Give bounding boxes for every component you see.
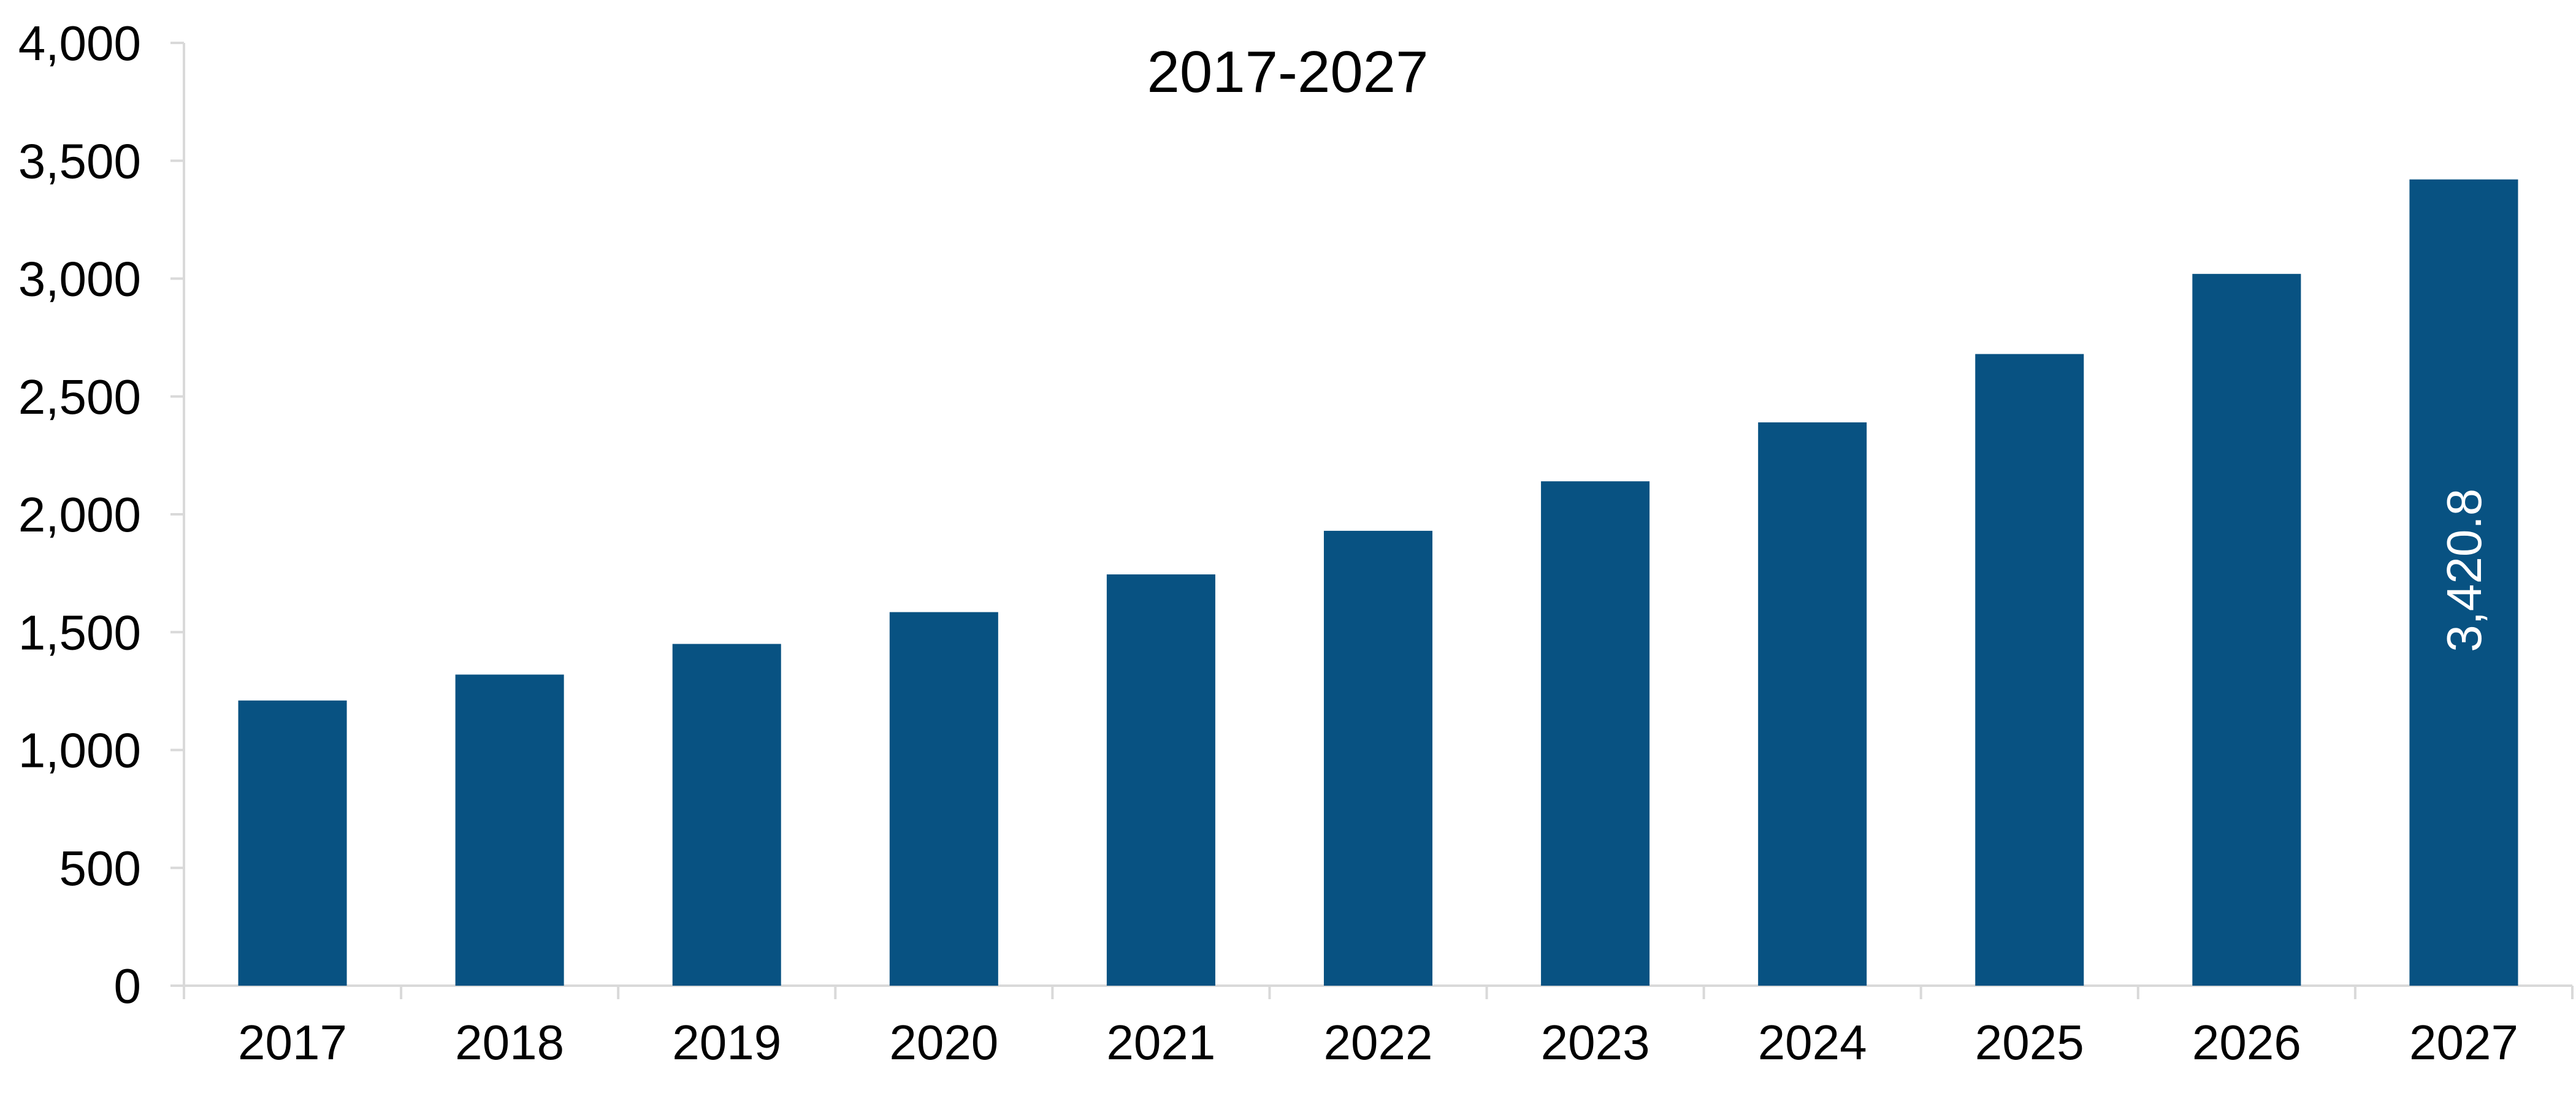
x-tick-label: 2022 [1324,1015,1433,1070]
x-tick-label: 2017 [238,1015,347,1070]
y-tick-label: 4,000 [18,16,141,70]
x-tick-label: 2025 [1975,1015,2084,1070]
bar-2023 [1541,481,1650,986]
bar-2019 [672,644,781,986]
y-tick-label: 500 [59,841,141,896]
y-tick-label: 1,500 [18,605,141,660]
y-tick-label: 2,000 [18,487,141,542]
y-tick-label: 2,500 [18,370,141,424]
y-tick-label: 1,000 [18,723,141,778]
bar-2022 [1323,530,1433,986]
y-tick-label: 3,000 [18,252,141,306]
bar-2026 [2192,273,2301,986]
bar-2021 [1106,574,1215,986]
y-axis: 0 500 1,000 1,500 2,000 2,500 3,000 3,500 4,000 [18,16,185,1013]
x-tick-label: 2024 [1758,1015,1867,1070]
bar-2024 [1758,422,1867,986]
x-tick-label: 2026 [2192,1015,2301,1070]
x-tick-label: 2018 [455,1015,564,1070]
data-labels: 3,420.8 [2437,489,2491,652]
bar-2020 [889,612,998,986]
bar-2017 [238,700,347,986]
bars [238,179,2518,986]
x-tick-label: 2027 [2409,1015,2518,1070]
chart-title: 2017-2027 [1147,39,1428,105]
bar-2027 [2409,179,2518,986]
y-tick-label: 3,500 [18,134,141,188]
x-axis: 2017 2018 2019 2020 2021 2022 2023 2024 2025 2026… [183,984,2574,1070]
data-label: 3,420.8 [2437,489,2491,652]
bar-2018 [455,674,564,986]
x-tick-label: 2020 [889,1015,998,1070]
x-tick-label: 2021 [1106,1015,1215,1070]
bar-2025 [1975,354,2084,986]
x-tick-label: 2019 [672,1015,781,1070]
y-tick-label: 0 [114,959,142,1013]
x-tick-label: 2023 [1541,1015,1650,1070]
